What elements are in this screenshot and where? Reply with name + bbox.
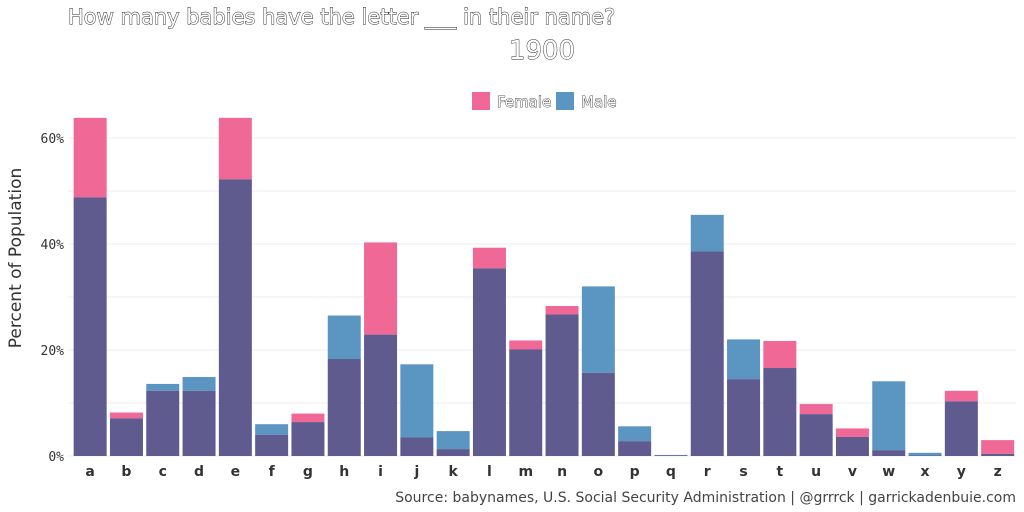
bar-i-overlap	[364, 334, 398, 456]
bar-q-male	[654, 454, 688, 456]
bar-e-female	[218, 117, 252, 180]
bar-r-male	[690, 214, 724, 252]
x-tick-label: r	[704, 464, 711, 480]
bar-p-overlap	[618, 441, 652, 456]
bar-c-overlap	[146, 390, 180, 456]
x-tick-label: u	[811, 464, 821, 480]
bar-w-male	[872, 381, 906, 451]
bar-a-overlap	[73, 197, 107, 457]
bar-w-overlap	[872, 450, 906, 456]
bars	[73, 117, 1015, 457]
bar-x-overlap	[908, 455, 942, 456]
y-tick-label: 20%	[41, 344, 65, 359]
bar-j-male	[400, 364, 434, 438]
bar-z-female	[981, 440, 1015, 454]
bar-k-male	[436, 431, 470, 450]
bar-y-overlap	[944, 401, 978, 456]
x-tick-label: e	[231, 464, 241, 480]
x-tick-label: p	[630, 464, 640, 480]
bar-l-overlap	[472, 268, 506, 456]
x-tick-label: a	[85, 464, 94, 480]
x-tick-label: f	[269, 464, 276, 480]
x-tick-label: j	[413, 464, 419, 480]
x-tick-label: n	[557, 464, 567, 480]
bar-v-female	[835, 428, 869, 437]
legend-label-male: Male	[581, 93, 617, 111]
x-tick-label: c	[159, 464, 167, 480]
bar-i-female	[364, 242, 398, 335]
bar-m-overlap	[509, 349, 543, 456]
bar-t-female	[763, 340, 797, 369]
legend: Female Male	[472, 92, 617, 111]
bar-d-male	[182, 377, 216, 391]
x-tick-label: s	[739, 464, 747, 480]
x-tick-label: d	[194, 464, 204, 480]
chart-subtitle: 1900	[509, 36, 575, 66]
bar-s-overlap	[727, 379, 761, 456]
bar-o-male	[581, 286, 615, 373]
bar-g-overlap	[291, 422, 325, 456]
bar-o-overlap	[581, 372, 615, 456]
x-tick-label: h	[339, 464, 349, 480]
bar-a-female	[73, 117, 107, 198]
bar-v-overlap	[835, 436, 869, 456]
bar-q-overlap	[654, 455, 688, 456]
bar-e-overlap	[218, 179, 252, 456]
legend-label-female: Female	[497, 93, 551, 111]
bar-f-overlap	[255, 434, 289, 456]
bar-u-overlap	[799, 414, 833, 456]
bar-g-female	[291, 413, 325, 423]
bar-u-female	[799, 404, 833, 415]
bar-h-overlap	[327, 359, 361, 456]
x-tick-label: w	[882, 464, 895, 480]
bar-d-overlap	[182, 390, 216, 456]
bar-c-male	[146, 383, 180, 391]
x-tick-label: m	[518, 464, 533, 480]
chart-caption: Source: babynames, U.S. Social Security …	[395, 490, 1016, 506]
x-tick-label: v	[848, 464, 857, 480]
x-tick-label: k	[448, 464, 458, 480]
x-tick-label: o	[594, 464, 604, 480]
bar-b-female	[109, 412, 143, 419]
bar-f-male	[255, 424, 289, 435]
bar-j-overlap	[400, 437, 434, 456]
bar-n-overlap	[545, 314, 579, 456]
x-tick-label: b	[121, 464, 131, 480]
bar-s-male	[727, 339, 761, 380]
bar-r-overlap	[690, 251, 724, 456]
legend-swatch-male	[556, 92, 574, 110]
y-axis-label: Percent of Population	[6, 168, 26, 348]
chart-title: How many babies have the letter ___ in t…	[68, 5, 615, 30]
x-tick-label: g	[303, 464, 313, 480]
x-axis-ticks: a b c d e f g h i j k l m n o p q r s t u v w x y z	[85, 464, 1001, 480]
bar-z-overlap	[981, 453, 1015, 456]
bar-b-overlap	[109, 418, 143, 456]
y-tick-label: 40%	[41, 238, 65, 253]
x-tick-label: x	[921, 464, 930, 480]
bar-k-overlap	[436, 449, 470, 456]
bar-h-male	[327, 315, 361, 360]
x-tick-label: i	[378, 464, 383, 480]
x-tick-label: y	[957, 464, 966, 480]
bar-p-male	[618, 426, 652, 442]
y-axis-ticks: 0% 20% 40% 60%	[41, 132, 65, 465]
legend-swatch-female	[472, 92, 490, 110]
x-tick-label: q	[666, 464, 676, 480]
bar-t-overlap	[763, 368, 797, 456]
bar-n-female	[545, 306, 579, 315]
bar-x-male	[908, 452, 942, 456]
y-tick-label: 60%	[41, 132, 65, 147]
y-tick-label: 0%	[48, 450, 64, 465]
bar-m-female	[509, 340, 543, 350]
bar-l-female	[472, 247, 506, 269]
x-tick-label: z	[994, 464, 1002, 480]
bar-y-female	[944, 390, 978, 402]
x-tick-label: l	[487, 464, 492, 480]
x-tick-label: t	[776, 464, 783, 480]
